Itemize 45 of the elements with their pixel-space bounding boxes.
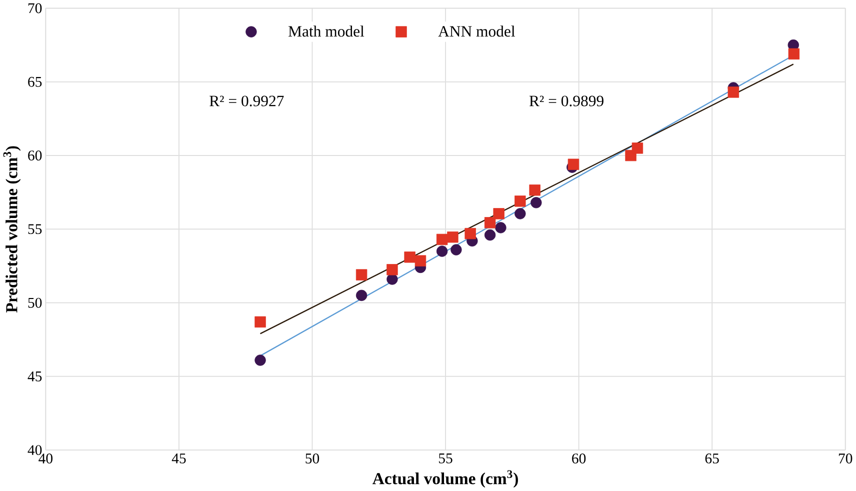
point (495, 222, 506, 234)
point (254, 316, 266, 328)
annotation: R² = 0.9899 (529, 96, 604, 106)
point (514, 196, 526, 207)
point (436, 234, 448, 246)
y-axis-title: Predicted volume (cm$^{3}$) (3, 146, 21, 313)
y-tick-label: 55 (28, 224, 42, 234)
point (530, 197, 542, 208)
y-tick-label: 65 (28, 76, 42, 87)
point (529, 184, 540, 196)
x-axis-title: Actual volume (cm$^{3}$) (372, 470, 518, 488)
point (464, 228, 476, 240)
point (436, 246, 448, 257)
legend-label: Math model (288, 26, 364, 37)
x-tick-label: 55 (439, 454, 452, 464)
point (386, 274, 398, 285)
point (788, 48, 800, 60)
point (484, 217, 496, 228)
point (632, 142, 644, 154)
x-tick-label: 70 (838, 454, 852, 464)
point (404, 252, 416, 263)
legend-label: ANN model (438, 26, 515, 37)
point (568, 158, 580, 170)
point (414, 255, 426, 266)
y-tick-label: 70 (28, 3, 42, 14)
y-tick-label: 50 (28, 298, 42, 308)
y-tick-label: 40 (28, 445, 42, 456)
point (356, 269, 368, 280)
point (386, 264, 398, 276)
x-tick-label: 60 (572, 454, 586, 464)
point (484, 229, 496, 241)
y-tick-label: 60 (28, 150, 42, 161)
x-tick-label: 40 (38, 454, 52, 464)
point (447, 232, 458, 243)
point (728, 86, 740, 98)
x-tick-label: 65 (705, 454, 719, 464)
point (514, 208, 526, 220)
point (450, 244, 462, 256)
point (254, 354, 266, 366)
point (356, 290, 368, 302)
x-tick-label: 45 (172, 454, 186, 464)
point (493, 208, 504, 220)
annotation: R² = 0.9927 (210, 96, 284, 106)
y-tick-label: 45 (28, 372, 42, 382)
x-tick-label: 50 (306, 454, 320, 464)
